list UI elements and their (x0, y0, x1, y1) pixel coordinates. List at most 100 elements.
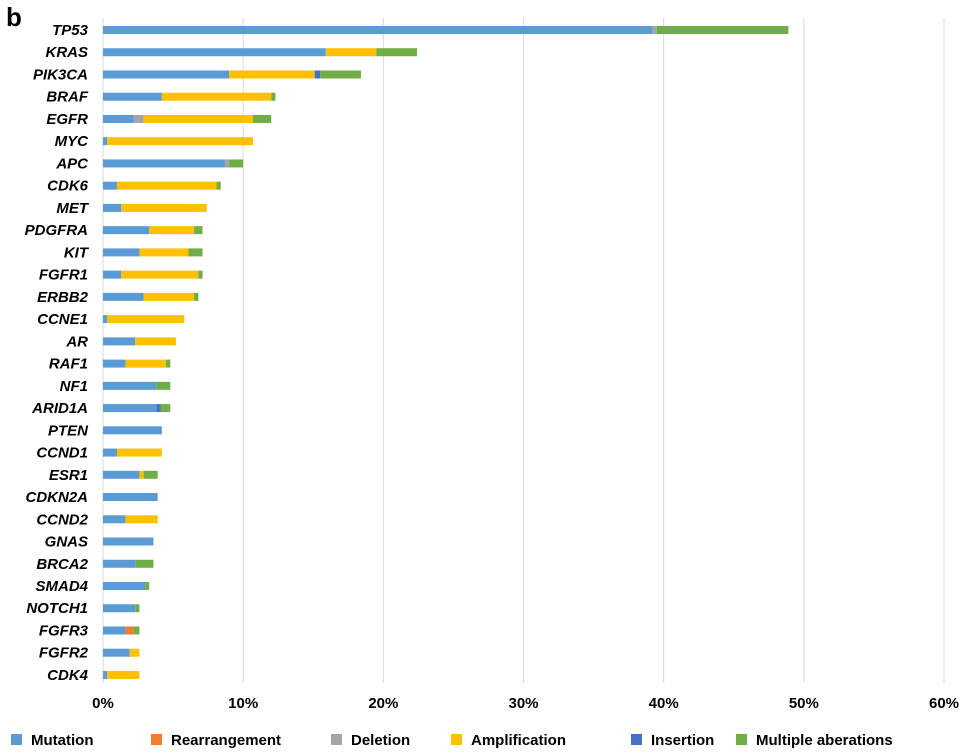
x-tick-label: 50% (789, 695, 819, 712)
bar-nf1-multiple-aberations (156, 381, 171, 390)
x-tick-label: 0% (92, 695, 114, 712)
legend-swatch-multiple-aberations (736, 734, 747, 745)
bar-fgfr3-multiple-aberations (133, 626, 140, 635)
bar-braf-amplification (161, 92, 272, 101)
bar-pik3ca-mutation (103, 70, 230, 79)
bar-pik3ca-amplification (229, 70, 315, 79)
bar-ccnd1-amplification (117, 448, 162, 457)
legend-label-insertion: Insertion (651, 732, 714, 749)
category-label-brca2: BRCA2 (36, 556, 88, 573)
bar-ccne1-mutation (103, 315, 108, 324)
legend: Mutation Rearrangement Deletion Amplificati… (11, 732, 893, 749)
bar-kit-mutation (103, 248, 140, 257)
category-label-fgfr3: FGFR3 (39, 622, 89, 639)
x-tick-label: 10% (228, 695, 258, 712)
bar-apc-mutation (103, 159, 225, 168)
legend-swatch-deletion (331, 734, 342, 745)
bar-apc-multiple-aberations (229, 159, 244, 168)
bar-smad4-mutation (103, 582, 146, 590)
bar-cdk6-mutation (103, 181, 118, 190)
category-label-ar: AR (65, 333, 88, 350)
bar-kras-mutation (103, 48, 326, 57)
bar-myc-amplification (107, 137, 253, 146)
category-label-nf1: NF1 (60, 378, 88, 395)
x-tick-label: 40% (649, 695, 679, 712)
category-label-pik3ca: PIK3CA (33, 66, 88, 83)
bar-cdkn2a-mutation (103, 493, 158, 502)
bar-pik3ca-multiple-aberations (320, 70, 361, 79)
bar-smad4-multiple-aberations (145, 582, 150, 590)
x-axis-tick-labels: 0% 10% 20% 30% 40% 50% 60% (92, 695, 959, 712)
bar-cdk4-mutation (103, 670, 108, 679)
bar-raf1-amplification (125, 359, 167, 368)
legend-label-amplification: Amplification (471, 732, 566, 749)
category-label-cdkn2a: CDKN2A (25, 489, 88, 506)
category-label-fgfr2: FGFR2 (39, 645, 89, 662)
bar-fgfr3-rearrangement (125, 626, 134, 635)
bar-egfr-multiple-aberations (252, 114, 272, 123)
bar-erbb2-multiple-aberations (194, 292, 199, 301)
x-tick-label: 60% (929, 695, 959, 712)
category-label-pten: PTEN (48, 422, 89, 439)
bar-kras-amplification (325, 48, 377, 57)
bar-ar-mutation (103, 337, 136, 346)
bar-esr1-amplification (139, 470, 144, 479)
bar-arid1a-insertion (156, 404, 161, 413)
bar-fgfr2-amplification (129, 648, 140, 657)
x-tick-label: 30% (508, 695, 538, 712)
bar-met-amplification (121, 203, 207, 212)
category-label-notch1: NOTCH1 (26, 600, 88, 617)
bar-nf1-mutation (103, 381, 157, 390)
bar-fgfr1-amplification (121, 270, 199, 279)
bar-fgfr1-mutation (103, 270, 122, 279)
bar-erbb2-amplification (143, 292, 195, 301)
category-label-arid1a: ARID1A (31, 400, 88, 417)
legend-label-rearrangement: Rearrangement (171, 732, 281, 749)
bar-pik3ca-insertion (314, 70, 321, 79)
bar-fgfr3-mutation (103, 626, 126, 635)
category-label-braf: BRAF (46, 89, 88, 106)
bar-ccnd1-mutation (103, 448, 118, 457)
bar-cdk6-amplification (117, 181, 217, 190)
bar-erbb2-mutation (103, 292, 144, 301)
category-label-ccne1: CCNE1 (37, 311, 88, 328)
bar-esr1-mutation (103, 470, 140, 479)
category-label-pdgfra: PDGFRA (25, 222, 88, 239)
x-tick-label: 20% (368, 695, 398, 712)
bar-notch1-multiple-aberations (135, 604, 140, 613)
bar-ar-amplification (135, 337, 176, 346)
legend-swatch-rearrangement (151, 734, 162, 745)
category-label-erbb2: ERBB2 (37, 289, 89, 306)
category-label-met: MET (56, 200, 90, 217)
grid-lines (102, 18, 945, 683)
category-label-tp53: TP53 (52, 22, 89, 39)
legend-label-multiple-aberations: Multiple aberations (756, 732, 893, 749)
bar-apc-deletion (224, 159, 230, 168)
category-label-raf1: RAF1 (49, 356, 88, 373)
bar-tp53-multiple-aberations (656, 26, 789, 34)
bar-pdgfra-multiple-aberations (194, 226, 203, 235)
bar-cdk6-multiple-aberations (216, 181, 221, 190)
bar-ccnd2-mutation (103, 515, 126, 524)
category-label-apc: APC (55, 155, 89, 172)
category-labels: TP53 KRAS PIK3CA BRAF EGFR MYC APC CDK6 MET PDGFR… (25, 22, 90, 684)
category-label-smad4: SMAD4 (35, 578, 88, 595)
category-label-kit: KIT (64, 244, 90, 261)
bar-brca2-mutation (103, 559, 136, 568)
category-label-ccnd2: CCND2 (36, 511, 88, 528)
bar-tp53-mutation (103, 26, 653, 34)
bar-raf1-mutation (103, 359, 126, 368)
bar-pten-mutation (103, 426, 162, 435)
bar-egfr-mutation (103, 114, 134, 123)
category-label-cdk4: CDK4 (47, 667, 88, 684)
panel-label: b (6, 2, 22, 32)
legend-swatch-amplification (451, 734, 462, 745)
bar-egfr-amplification (143, 114, 253, 123)
category-label-gnas: GNAS (45, 534, 88, 551)
bar-arid1a-mutation (103, 404, 157, 413)
category-label-cdk6: CDK6 (47, 178, 88, 195)
bar-myc-mutation (103, 137, 108, 146)
bar-egfr-deletion (133, 114, 144, 123)
bar-kras-multiple-aberations (376, 48, 417, 57)
